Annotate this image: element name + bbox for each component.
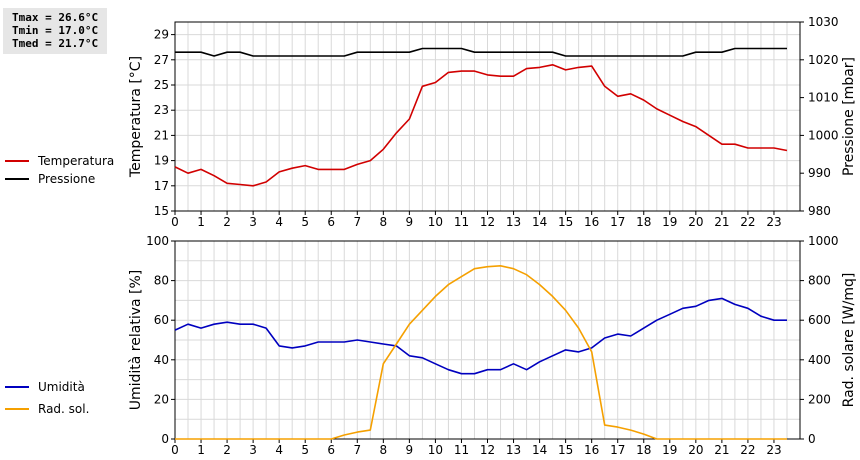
- stats-box: Tmax = 26.6°C Tmin = 17.0°C Tmed = 21.7°…: [3, 8, 107, 54]
- x-tick-label: 18: [636, 215, 651, 229]
- y-left-tick-label: 15: [154, 204, 169, 218]
- x-tick-label: 3: [249, 443, 257, 457]
- y-left-tick-label: 17: [154, 179, 169, 193]
- x-tick-label: 12: [480, 443, 495, 457]
- y-left-tick-label: 20: [154, 392, 169, 406]
- x-tick-label: 23: [766, 443, 781, 457]
- legend-label: Pressione: [38, 172, 95, 186]
- series-line-temperatura: [174, 64, 788, 187]
- y-left-axis-label: Temperatura [°C]: [128, 56, 144, 178]
- y-right-tick-label: 990: [808, 166, 831, 180]
- y-right-axis-label: Rad. solare [W/mq]: [841, 273, 857, 408]
- x-tick-label: 22: [740, 215, 755, 229]
- x-tick-label: 8: [380, 215, 388, 229]
- y-right-tick-label: 200: [808, 392, 831, 406]
- x-tick-label: 5: [301, 443, 309, 457]
- legend-label: Temperatura: [37, 154, 114, 168]
- x-tick-label: 15: [558, 215, 573, 229]
- y-left-axis-label: Umidità relativa [%]: [128, 270, 144, 411]
- y-left-tick-label: 19: [154, 154, 169, 168]
- x-tick-label: 0: [171, 443, 179, 457]
- x-tick-label: 14: [532, 443, 547, 457]
- x-tick-label: 3: [249, 215, 257, 229]
- x-tick-label: 1: [197, 215, 205, 229]
- y-right-tick-label: 1000: [808, 128, 839, 142]
- x-tick-label: 23: [766, 215, 781, 229]
- series-line-umidit-: [174, 297, 787, 375]
- x-tick-label: 7: [353, 215, 361, 229]
- y-left-tick-label: 40: [154, 353, 169, 367]
- x-tick-label: 4: [275, 215, 283, 229]
- x-tick-label: 19: [662, 443, 677, 457]
- y-left-tick-label: 100: [146, 234, 169, 248]
- y-right-tick-label: 1020: [808, 53, 839, 67]
- x-tick-label: 5: [301, 215, 309, 229]
- x-tick-label: 8: [380, 443, 388, 457]
- x-tick-label: 18: [636, 443, 651, 457]
- x-tick-label: 6: [327, 443, 335, 457]
- y-left-tick-label: 0: [161, 432, 169, 446]
- x-tick-label: 2: [223, 443, 231, 457]
- x-tick-label: 22: [740, 443, 755, 457]
- tmax-label: Tmax = 26.6°C: [12, 11, 99, 24]
- series-line-pressione: [175, 47, 787, 57]
- legend-label: Rad. sol.: [38, 402, 89, 416]
- x-tick-label: 0: [171, 215, 179, 229]
- x-tick-label: 4: [275, 443, 283, 457]
- y-right-tick-label: 1000: [808, 234, 839, 248]
- y-right-tick-label: 600: [808, 313, 831, 327]
- x-tick-label: 14: [532, 215, 547, 229]
- y-right-axis-label: Pressione [mbar]: [841, 57, 857, 176]
- x-tick-label: 7: [353, 443, 361, 457]
- x-tick-label: 20: [688, 215, 703, 229]
- y-left-tick-label: 25: [154, 78, 169, 92]
- x-tick-label: 10: [428, 443, 443, 457]
- y-right-tick-label: 0: [808, 432, 816, 446]
- x-tick-label: 2: [223, 215, 231, 229]
- x-tick-label: 13: [506, 443, 521, 457]
- x-tick-label: 13: [506, 215, 521, 229]
- x-tick-label: 6: [327, 215, 335, 229]
- x-tick-label: 10: [428, 215, 443, 229]
- x-tick-label: 21: [714, 215, 729, 229]
- x-tick-label: 11: [454, 443, 469, 457]
- x-tick-label: 20: [688, 443, 703, 457]
- y-right-tick-label: 400: [808, 353, 831, 367]
- x-tick-label: 16: [584, 215, 599, 229]
- y-left-tick-label: 23: [154, 103, 169, 117]
- y-right-tick-label: 980: [808, 204, 831, 218]
- legend-label: Umidità: [38, 380, 85, 394]
- y-right-tick-label: 1010: [808, 91, 839, 105]
- y-left-tick-label: 27: [154, 53, 169, 67]
- x-tick-label: 15: [558, 443, 573, 457]
- x-tick-label: 17: [610, 215, 625, 229]
- x-tick-label: 12: [480, 215, 495, 229]
- y-right-tick-label: 1030: [808, 15, 839, 29]
- x-tick-label: 16: [584, 443, 599, 457]
- y-left-tick-label: 21: [154, 128, 169, 142]
- x-tick-label: 1: [197, 443, 205, 457]
- y-right-tick-label: 800: [808, 274, 831, 288]
- series-line-rad-sol-: [175, 264, 787, 440]
- y-left-tick-label: 80: [154, 274, 169, 288]
- tmin-label: Tmin = 17.0°C: [12, 24, 99, 37]
- x-tick-label: 17: [610, 443, 625, 457]
- y-left-tick-label: 60: [154, 313, 169, 327]
- x-tick-label: 19: [662, 215, 677, 229]
- x-tick-label: 21: [714, 443, 729, 457]
- x-tick-label: 9: [406, 443, 414, 457]
- x-tick-label: 11: [454, 215, 469, 229]
- y-left-tick-label: 29: [154, 28, 169, 42]
- x-tick-label: 9: [406, 215, 414, 229]
- tmed-label: Tmed = 21.7°C: [12, 37, 99, 50]
